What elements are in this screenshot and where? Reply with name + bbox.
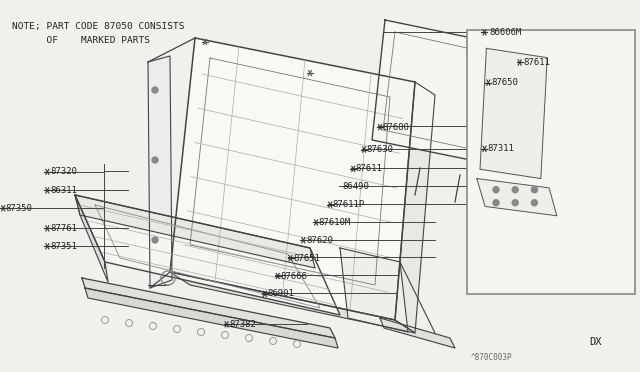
- Circle shape: [512, 200, 518, 206]
- Text: 87651: 87651: [293, 254, 320, 263]
- Text: 86606M: 86606M: [490, 28, 522, 37]
- Text: 87611: 87611: [356, 164, 383, 173]
- Text: 87611: 87611: [524, 58, 550, 67]
- Polygon shape: [85, 288, 338, 348]
- Text: 87620: 87620: [306, 236, 333, 245]
- Circle shape: [152, 157, 158, 163]
- Text: DX: DX: [589, 337, 602, 347]
- Circle shape: [152, 87, 158, 93]
- Text: 87382: 87382: [229, 320, 256, 329]
- Text: 86311: 86311: [50, 186, 77, 195]
- Polygon shape: [510, 48, 535, 178]
- Circle shape: [152, 237, 158, 243]
- Circle shape: [493, 200, 499, 206]
- Text: ^870C003P: ^870C003P: [470, 353, 512, 362]
- Text: 87630: 87630: [367, 145, 394, 154]
- Circle shape: [493, 187, 499, 193]
- Text: 87351: 87351: [50, 242, 77, 251]
- Polygon shape: [75, 195, 340, 315]
- Text: 87666: 87666: [280, 272, 307, 280]
- Text: 87650: 87650: [492, 78, 518, 87]
- Bar: [467, 30, 635, 294]
- Text: OF    MARKED PARTS: OF MARKED PARTS: [12, 36, 150, 45]
- Text: 87680: 87680: [383, 123, 410, 132]
- Text: 87311: 87311: [488, 144, 515, 153]
- Circle shape: [531, 187, 538, 193]
- Circle shape: [531, 200, 538, 206]
- Text: NOTE; PART CODE 87050 CONSISTS: NOTE; PART CODE 87050 CONSISTS: [12, 22, 184, 31]
- Text: 86901: 86901: [268, 289, 294, 298]
- Polygon shape: [480, 48, 547, 179]
- Polygon shape: [170, 272, 415, 333]
- Polygon shape: [170, 38, 415, 320]
- Text: 87611P: 87611P: [333, 200, 365, 209]
- Polygon shape: [75, 195, 108, 282]
- Polygon shape: [75, 195, 315, 268]
- Text: 87761: 87761: [50, 224, 77, 233]
- Circle shape: [512, 187, 518, 193]
- Polygon shape: [395, 82, 435, 333]
- Polygon shape: [477, 179, 557, 216]
- Polygon shape: [372, 20, 520, 168]
- Polygon shape: [148, 56, 172, 288]
- Text: 87610M: 87610M: [319, 218, 351, 227]
- Polygon shape: [82, 278, 335, 338]
- Text: 86490: 86490: [342, 182, 369, 191]
- Polygon shape: [380, 318, 455, 348]
- Text: 87350: 87350: [6, 204, 33, 213]
- Polygon shape: [340, 248, 408, 332]
- Text: 87320: 87320: [50, 167, 77, 176]
